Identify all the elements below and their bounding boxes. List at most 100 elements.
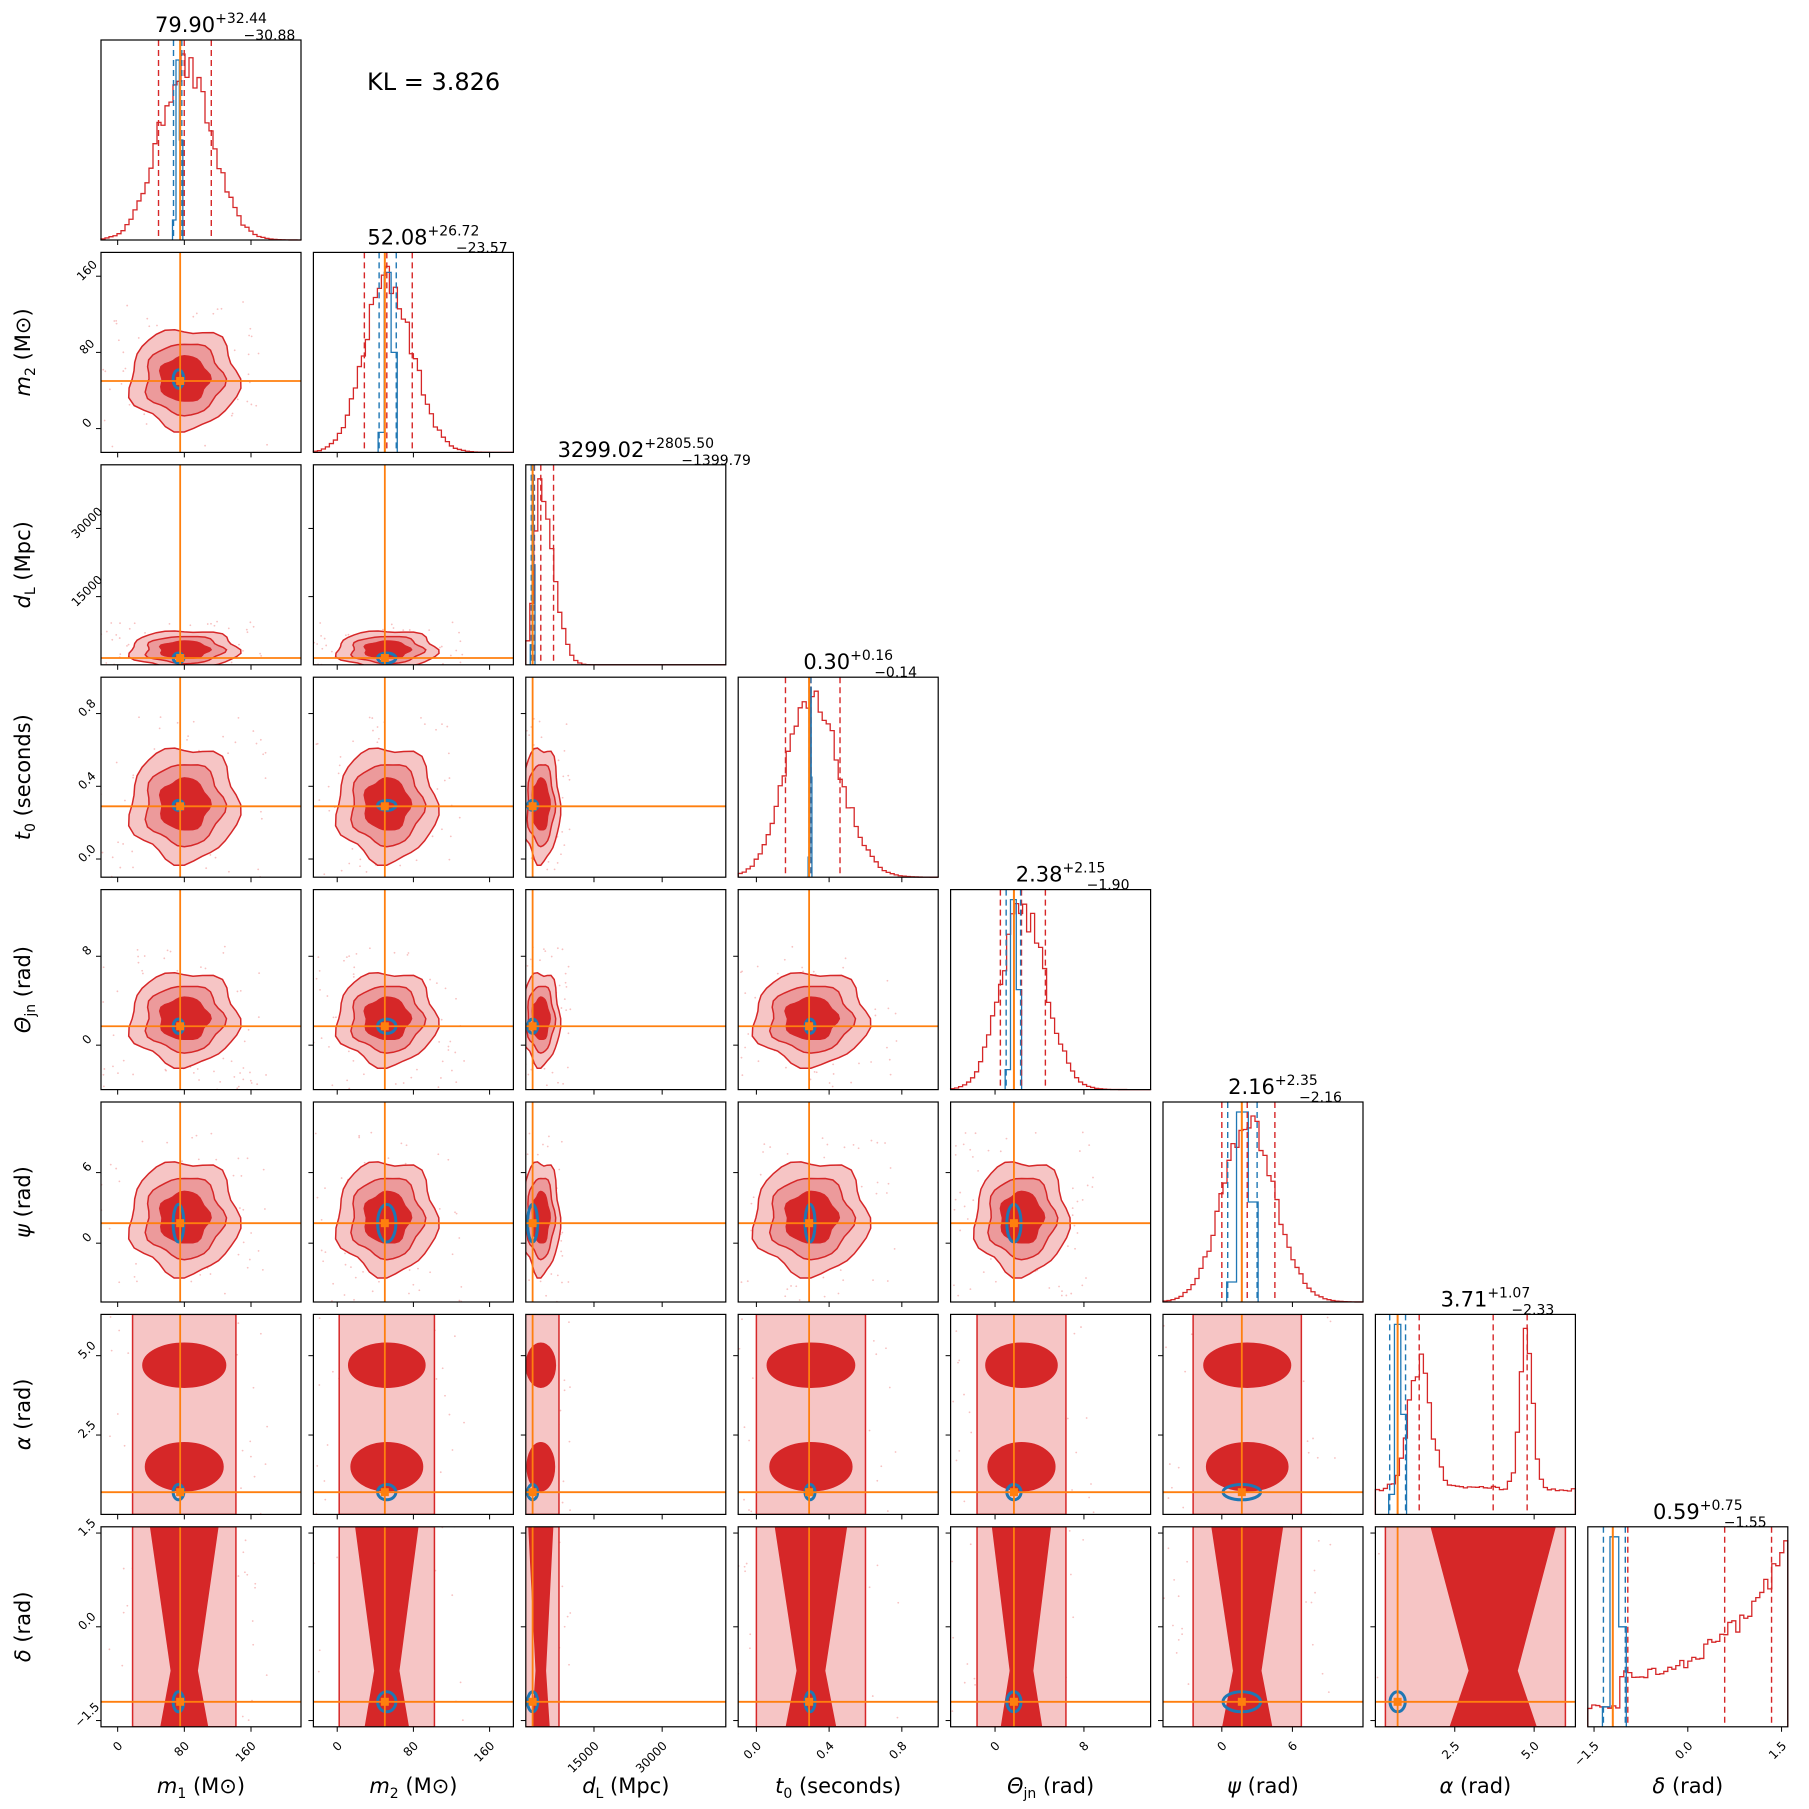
sample-point xyxy=(783,958,786,961)
sample-point xyxy=(156,324,158,327)
sample-point xyxy=(233,349,236,352)
sample-point xyxy=(733,1154,735,1156)
sample-point xyxy=(1319,1500,1321,1502)
sample-point xyxy=(875,1353,878,1356)
sample-point xyxy=(744,1046,747,1049)
sample-point xyxy=(318,969,321,972)
sample-point xyxy=(156,1286,158,1288)
panel-alpha-delta: 2.5 5.0 xyxy=(1370,1526,1617,1762)
label-sub: 2 xyxy=(390,1786,399,1802)
sample-point xyxy=(1322,1494,1324,1496)
contours-m2-dL xyxy=(313,464,514,665)
sample-point xyxy=(561,1501,564,1504)
contours-m1-alpha xyxy=(101,1286,301,1515)
sample-point xyxy=(1378,1552,1380,1555)
sample-point xyxy=(109,668,111,670)
sample-point xyxy=(556,1274,559,1277)
panel-m2-dL xyxy=(308,464,514,670)
sample-point xyxy=(451,1594,454,1597)
sample-point xyxy=(216,620,218,623)
sample-point xyxy=(246,1506,248,1508)
sample-point xyxy=(328,1440,330,1442)
sample-point xyxy=(233,1076,236,1078)
y-tick-label: 8 xyxy=(79,943,94,958)
sample-point xyxy=(169,950,172,953)
sample-point xyxy=(1316,1504,1318,1506)
panel-thetajn-thetajn: 2.38+2.15−1.90 xyxy=(949,861,1152,1095)
sample-point xyxy=(1334,1457,1336,1459)
sample-point xyxy=(721,1475,723,1477)
sample-point xyxy=(1071,1489,1073,1491)
panel-frame xyxy=(100,676,302,878)
y-tick-label: 0 xyxy=(79,1032,94,1047)
sample-point xyxy=(786,1288,789,1291)
contour-mode-upper xyxy=(766,1342,856,1388)
sample-point xyxy=(526,965,529,967)
sample-point xyxy=(224,668,226,670)
sample-point xyxy=(127,1352,130,1355)
sample-point xyxy=(153,748,156,750)
sample-point xyxy=(1314,1591,1316,1594)
truth-marker xyxy=(528,1488,537,1497)
sample-point xyxy=(750,1434,752,1436)
sample-point xyxy=(756,965,759,968)
hist-a-m2 xyxy=(312,265,515,454)
sample-point xyxy=(886,1462,888,1464)
sample-point xyxy=(1037,1306,1039,1308)
y-axis-label-t0: t0 (seconds) xyxy=(11,714,39,840)
sample-point xyxy=(191,1136,194,1139)
sample-point xyxy=(384,1745,386,1747)
param-title-thetajn: 2.38+2.15 xyxy=(1016,861,1106,887)
sample-point xyxy=(121,1664,124,1667)
contours-psi-alpha xyxy=(1163,1272,1363,1521)
x-tick-label: 2.5 xyxy=(1439,1739,1462,1762)
panel-m1-dL: 15000 30000 xyxy=(69,464,302,670)
sample-point xyxy=(435,728,437,731)
sample-point xyxy=(392,627,395,629)
sample-point xyxy=(242,650,244,652)
sample-point xyxy=(561,796,564,799)
hist-a-delta xyxy=(1587,1540,1789,1727)
param-title-delta: 0.59+0.75 xyxy=(1653,1498,1743,1524)
sample-point xyxy=(872,1279,874,1282)
sample-point xyxy=(745,1562,748,1565)
sample-point xyxy=(569,1008,572,1011)
sample-point xyxy=(408,1269,411,1271)
truth-marker xyxy=(176,653,185,662)
contour-mode-upper xyxy=(985,1342,1058,1388)
sample-point xyxy=(319,988,321,991)
sample-point xyxy=(999,1150,1002,1153)
sample-point xyxy=(318,1649,321,1652)
sample-point xyxy=(1329,1320,1332,1323)
sample-point xyxy=(1615,1598,1617,1600)
sample-point xyxy=(1059,1747,1061,1749)
sample-point xyxy=(876,1141,879,1144)
truth-marker xyxy=(1393,1697,1402,1706)
truth-marker xyxy=(805,1022,814,1031)
sample-point xyxy=(119,653,122,656)
sample-point xyxy=(237,1157,240,1160)
sample-point xyxy=(523,1145,525,1147)
sample-point xyxy=(1071,1207,1074,1210)
sample-point xyxy=(563,1298,565,1300)
sample-point xyxy=(453,1335,456,1338)
sample-point xyxy=(1070,1292,1073,1295)
sample-point xyxy=(415,1516,417,1518)
sample-point xyxy=(176,969,179,972)
sample-point xyxy=(438,1207,441,1210)
sample-point xyxy=(441,1437,443,1439)
sample-point xyxy=(122,1059,125,1062)
sample-point xyxy=(236,1087,239,1090)
sample-point xyxy=(1219,1519,1221,1521)
sample-point xyxy=(416,1298,418,1300)
sample-point xyxy=(1238,1272,1240,1274)
sample-point xyxy=(390,623,393,626)
y-tick-label: 1.5 xyxy=(75,1516,98,1539)
contours-m2-alpha xyxy=(313,1298,514,1518)
sample-point xyxy=(566,1615,569,1618)
sample-point xyxy=(264,1463,267,1466)
sample-point xyxy=(440,1018,443,1021)
panel-thetajn-alpha xyxy=(945,1306,1152,1520)
sample-point xyxy=(1181,1728,1183,1730)
sample-point xyxy=(561,1585,564,1588)
